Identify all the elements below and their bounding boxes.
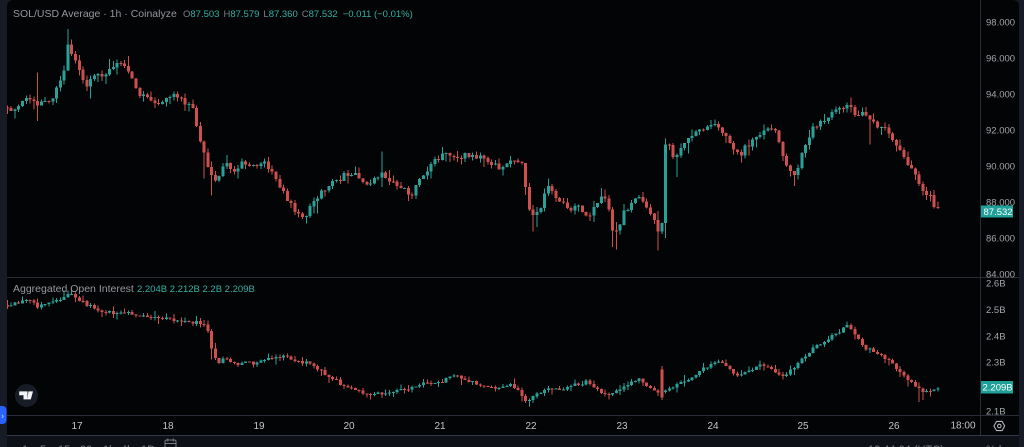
svg-text:22: 22 [525, 421, 537, 432]
svg-text:18: 18 [162, 421, 174, 432]
svg-text:98.000: 98.000 [986, 18, 1015, 29]
svg-text:SOL/USD Average · 1h · Coinaly: SOL/USD Average · 1h · Coinalyze [13, 8, 177, 20]
svg-text:26: 26 [888, 421, 900, 432]
svg-text:86.000: 86.000 [986, 234, 1015, 245]
svg-text:88.000: 88.000 [986, 198, 1015, 209]
svg-text:92.000: 92.000 [986, 126, 1015, 137]
svg-text:20: 20 [343, 421, 355, 432]
svg-text:4h: 4h [121, 444, 133, 447]
svg-text:2.209B: 2.209B [983, 383, 1013, 394]
svg-text:19: 19 [253, 421, 265, 432]
svg-text:2.3B: 2.3B [986, 358, 1006, 369]
svg-text:15m: 15m [58, 444, 79, 447]
svg-text:% log auto: % log auto [986, 444, 1024, 447]
svg-text:21: 21 [434, 421, 446, 432]
svg-text:1D: 1D [141, 444, 155, 447]
svg-text:23: 23 [616, 421, 628, 432]
svg-text:›: › [1, 412, 4, 421]
svg-text:2.1B: 2.1B [986, 407, 1006, 418]
svg-text:24: 24 [707, 421, 719, 432]
svg-text:96.000: 96.000 [986, 54, 1015, 65]
svg-text:2.5B: 2.5B [986, 305, 1006, 316]
svg-text:2.204B 2.212B 2.2B 2.209B: 2.204B 2.212B 2.2B 2.209B [137, 284, 255, 295]
svg-text:17: 17 [71, 421, 83, 432]
svg-text:2.4B: 2.4B [986, 331, 1006, 342]
svg-text:Aggregated Open Interest: Aggregated Open Interest [13, 283, 134, 295]
svg-text:87.532: 87.532 [984, 207, 1013, 218]
svg-text:94.000: 94.000 [986, 90, 1015, 101]
svg-text:25: 25 [797, 421, 809, 432]
svg-text:5m: 5m [40, 444, 55, 447]
svg-text:2.6B: 2.6B [986, 279, 1006, 290]
svg-text:18:00: 18:00 [950, 421, 975, 432]
svg-text:30m: 30m [80, 444, 101, 447]
svg-text:90.000: 90.000 [986, 162, 1015, 173]
svg-text:1m: 1m [22, 444, 37, 447]
svg-text:1h: 1h [103, 444, 115, 447]
svg-text:84.000: 84.000 [986, 270, 1015, 281]
svg-text:18:44:04 (UTC): 18:44:04 (UTC) [868, 444, 944, 447]
